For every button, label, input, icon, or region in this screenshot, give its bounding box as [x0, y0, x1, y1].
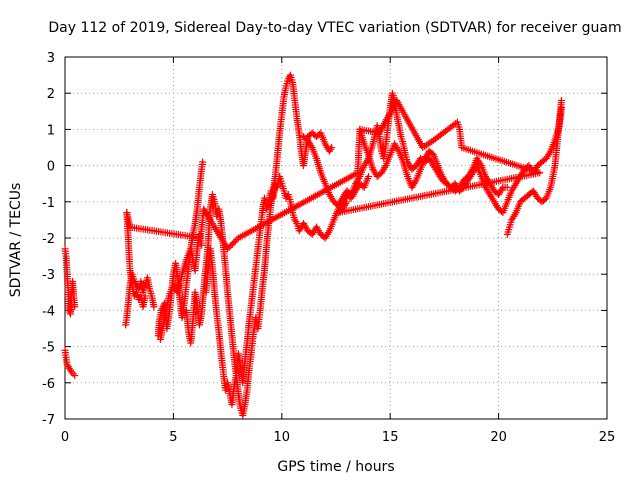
x-tick-label: 15	[382, 430, 399, 445]
data-point	[557, 96, 565, 104]
y-tick-label: 2	[47, 87, 55, 102]
y-tick-labels: -7 -6 -5 -4 -3 -2 -1 0 1 2 3	[42, 51, 55, 428]
data-point	[224, 245, 232, 253]
x-axis-label: GPS time / hours	[277, 459, 394, 475]
series-track-b	[61, 346, 79, 380]
x-tick-label: 5	[169, 430, 177, 445]
x-tick-label: 20	[490, 430, 507, 445]
data-point	[198, 241, 206, 249]
x-tick-label: 0	[61, 430, 69, 445]
x-tick-label: 10	[274, 430, 291, 445]
data-point	[227, 242, 235, 250]
data-point	[228, 240, 236, 248]
data-point	[328, 144, 336, 151]
y-tick-label: -6	[42, 377, 55, 392]
data-point	[231, 237, 239, 245]
series-track-h	[202, 172, 373, 409]
data-point	[199, 158, 207, 166]
data-point	[71, 372, 79, 380]
data-point	[230, 239, 238, 247]
data-point	[365, 172, 373, 180]
y-tick-label: 3	[47, 51, 55, 66]
series-track-a	[61, 245, 79, 318]
y-tick-label: -1	[42, 196, 55, 211]
chart-title: Day 112 of 2019, Sidereal Day-to-day VTE…	[48, 20, 621, 36]
y-tick-label: -3	[42, 268, 55, 283]
grid	[65, 57, 607, 419]
y-tick-label: -4	[42, 304, 55, 319]
y-tick-label: -7	[42, 413, 55, 428]
data-point	[503, 183, 511, 191]
data-marks	[61, 71, 565, 419]
x-tick-labels: 0 5 10 15 20 25	[61, 430, 615, 445]
data-point	[141, 292, 149, 300]
y-tick-label: -5	[42, 341, 55, 356]
y-tick-label: 1	[47, 123, 55, 138]
y-tick-label: -2	[42, 232, 55, 247]
y-axis-label: SDTVAR / TECUs	[8, 183, 24, 298]
x-tick-label: 25	[599, 430, 616, 445]
data-point	[343, 198, 351, 206]
series-track-g	[182, 71, 336, 419]
data-point	[150, 303, 158, 311]
y-tick-label: 0	[47, 160, 55, 175]
series-track-d	[123, 209, 149, 311]
data-point	[71, 303, 79, 311]
series-track-j	[356, 125, 511, 199]
data-point	[225, 243, 233, 251]
series-scatter-misc	[123, 96, 544, 253]
series-track-k	[503, 96, 565, 238]
data-point	[292, 218, 300, 226]
